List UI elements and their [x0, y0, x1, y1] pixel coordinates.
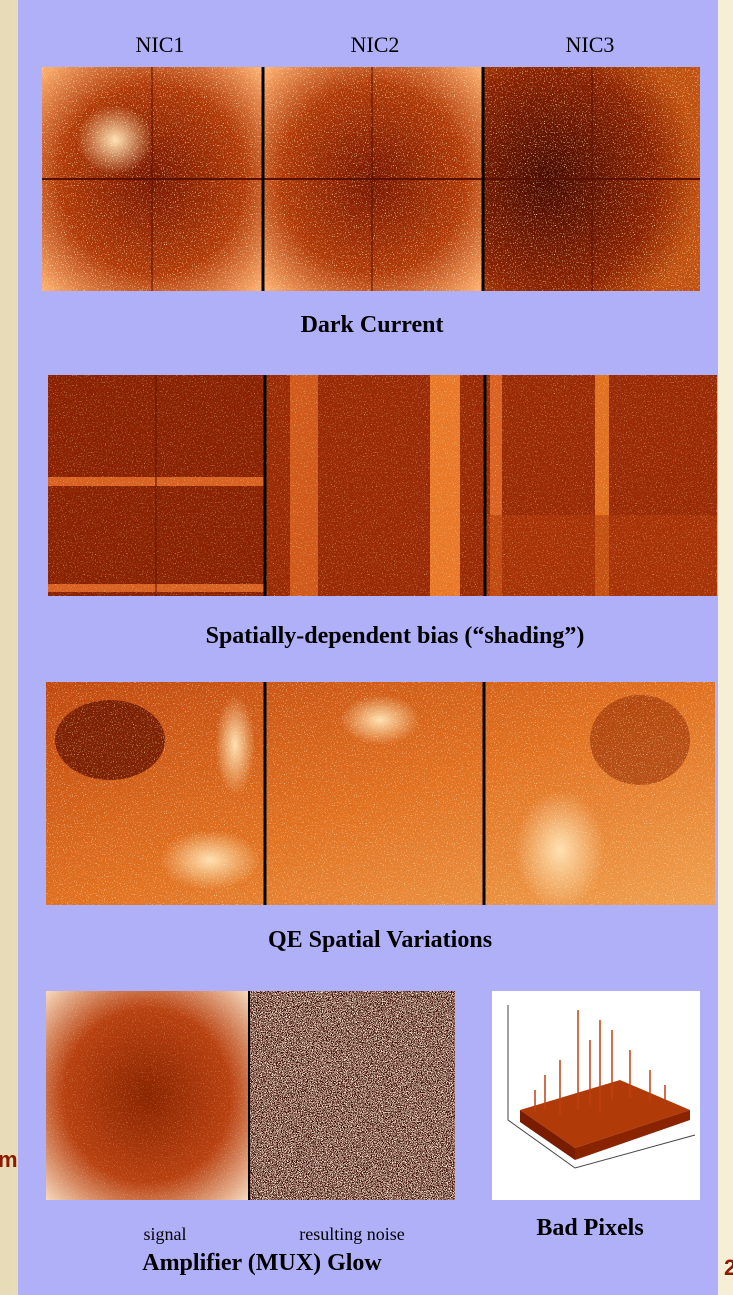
caption: Dark Current — [301, 312, 444, 338]
caption: Spatially-dependent bias (“shading”) — [206, 623, 585, 649]
cut-text: 2 — [724, 1255, 733, 1280]
image-label: signal — [144, 1224, 187, 1244]
image-label: resulting noise — [299, 1224, 405, 1244]
column-label: NIC1 — [136, 32, 185, 57]
slide: NIC1 NIC2 NIC3 Dark Current Spatially-de… — [0, 0, 733, 1295]
shading-image — [48, 375, 717, 596]
page: NIC1 NIC2 NIC3 Dark Current Spatially-de… — [0, 0, 733, 1295]
caption: QE Spatial Variations — [268, 927, 492, 953]
caption: Bad Pixels — [536, 1215, 643, 1241]
dark-current-image — [42, 67, 700, 291]
bad-pixels-plot — [492, 991, 700, 1200]
column-label: NIC2 — [351, 32, 400, 57]
qe-image — [46, 682, 715, 910]
caption: Amplifier (MUX) Glow — [142, 1250, 382, 1276]
cut-text: m — [0, 1147, 18, 1172]
amplifier-images — [46, 991, 455, 1200]
column-label: NIC3 — [566, 32, 615, 57]
